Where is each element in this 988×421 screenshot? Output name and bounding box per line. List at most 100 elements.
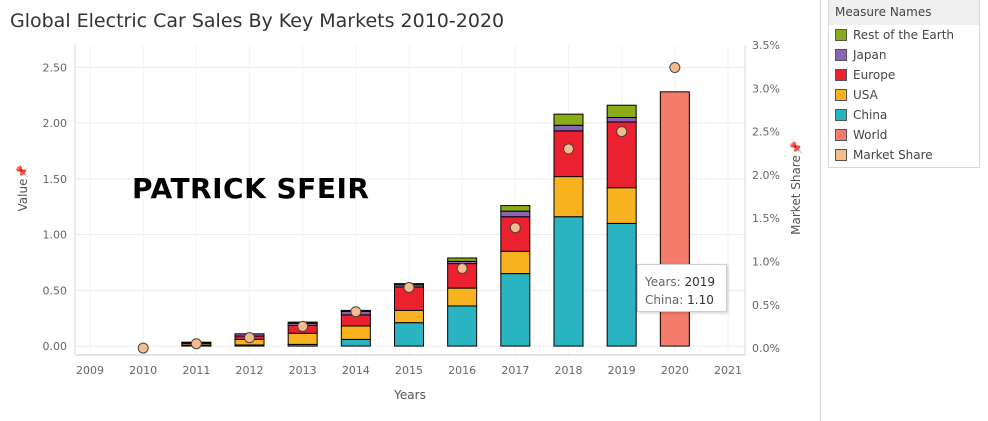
market-share-point-2016[interactable] [456, 262, 468, 274]
bar-europe-2017[interactable] [500, 216, 531, 252]
bar-usa-2015[interactable] [394, 309, 424, 324]
legend-item-europe[interactable]: Europe [829, 65, 979, 85]
bar-china-2014[interactable] [340, 338, 371, 347]
y2-axis-ticks: 0.0% 0.5% 1.0% 1.5% 2.0% 2.5% 3.0% 3.5% [752, 39, 780, 355]
market-share-point-2015[interactable] [403, 281, 415, 293]
x-tick-label: 2012 [236, 364, 264, 377]
market-share-point-2012[interactable] [244, 332, 255, 344]
bar-china-2018[interactable] [553, 216, 584, 347]
bar-usa-2013[interactable] [287, 332, 318, 345]
tooltip-line-china: China: 1.10 [645, 291, 726, 309]
y-axis-ticks: 0.00 0.50 1.00 1.50 2.00 2.50 [43, 61, 68, 353]
x-tick-label: 2017 [501, 364, 529, 377]
legend-label: Japan [853, 48, 887, 62]
legend-label: Europe [853, 68, 896, 82]
y2-tick-label: 2.5% [752, 126, 780, 139]
bar-rest-of-the-earth-2018[interactable] [553, 113, 584, 126]
x-tick-label: 2009 [76, 364, 104, 377]
legend-label: Rest of the Earth [853, 28, 955, 42]
y-tick-label: 0.00 [43, 340, 68, 353]
y-tick-label: 1.50 [43, 173, 68, 186]
bar-usa-2016[interactable] [447, 287, 478, 307]
y2-tick-label: 1.0% [752, 255, 780, 268]
legend-item-japan[interactable]: Japan [829, 45, 979, 65]
legend-items: Rest of the Earth Japan Europe USA China Worl… [829, 25, 979, 165]
x-tick-label: 2015 [395, 364, 423, 377]
y2-tick-label: 1.5% [752, 212, 780, 225]
legend-item-usa[interactable]: USA [829, 85, 979, 105]
legend-title: Measure Names [829, 0, 979, 25]
tooltip-line-year: Years: 2019 [645, 273, 726, 291]
y-tick-label: 2.50 [43, 61, 68, 74]
bar-japan-2018[interactable] [553, 124, 584, 132]
y2-axis-pin-icon[interactable]: 📌 [789, 141, 803, 155]
tooltip-year-value: 2019 [684, 275, 716, 289]
legend-label: Market Share [853, 148, 933, 162]
y2-tick-label: 3.5% [752, 39, 780, 52]
legend: Measure Names Rest of the Earth Japan Euro… [828, 0, 980, 168]
market-share-point-2011[interactable] [190, 338, 202, 350]
legend-label: USA [853, 88, 878, 102]
market-share-point-2019[interactable] [616, 126, 628, 138]
market-share-point-2014[interactable] [350, 306, 362, 318]
x-tick-label: 2016 [448, 364, 476, 377]
legend-swatch [835, 89, 847, 101]
legend-item-rest-of-the-earth[interactable]: Rest of the Earth [829, 25, 979, 45]
market-share-point-2017[interactable] [509, 222, 521, 234]
bar-japan-2019[interactable] [606, 116, 637, 123]
market-share-point-2020[interactable] [669, 62, 681, 74]
tooltip: Years: 2019 China: 1.10 [637, 264, 727, 312]
market-share-markers [137, 62, 681, 354]
chart-svg: 0.00 0.50 1.00 1.50 2.00 2.50 0.0% 0.5% 1.0% 1.5… [15, 39, 803, 402]
bar-china-2019[interactable] [606, 222, 637, 347]
y-tick-label: 0.50 [43, 284, 68, 297]
bar-china-2017[interactable] [500, 273, 531, 347]
bar-japan-2017[interactable] [500, 210, 531, 218]
y2-tick-label: 0.5% [752, 299, 780, 312]
legend-item-market-share[interactable]: Market Share [829, 145, 979, 165]
bar-rest-of-the-earth-2016[interactable] [447, 257, 478, 262]
legend-swatch [835, 69, 847, 81]
x-tick-label: 2021 [714, 364, 742, 377]
bar-rest-of-the-earth-2019[interactable] [606, 104, 637, 118]
chart-title: Global Electric Car Sales By Key Markets… [10, 10, 505, 32]
legend-label: World [853, 128, 888, 142]
y-axis-pin-icon[interactable]: 📌 [15, 165, 29, 179]
legend-swatch [835, 129, 847, 141]
bar-china-2016[interactable] [447, 305, 478, 347]
tooltip-china-value: 1.10 [687, 293, 714, 307]
y-axis-label: Value [16, 179, 30, 212]
y2-tick-label: 3.0% [752, 82, 780, 95]
x-tick-label: 2011 [182, 364, 210, 377]
x-axis-label: Years [393, 388, 426, 402]
bar-usa-2019[interactable] [606, 187, 637, 224]
bar-china-2015[interactable] [394, 322, 424, 347]
bar-rest-of-the-earth-2017[interactable] [500, 205, 531, 212]
y-tick-label: 2.00 [43, 117, 68, 130]
legend-swatch [835, 29, 847, 41]
bar-europe-2016[interactable] [447, 263, 478, 289]
legend-item-world[interactable]: World [829, 125, 979, 145]
panel-divider [820, 0, 821, 421]
x-tick-label: 2013 [289, 364, 317, 377]
x-tick-label: 2020 [661, 364, 689, 377]
bar-usa-2014[interactable] [340, 325, 371, 340]
bar-usa-2017[interactable] [500, 250, 531, 275]
legend-item-china[interactable]: China [829, 105, 979, 125]
y2-axis-label: Market Share [789, 155, 803, 235]
x-tick-label: 2010 [129, 364, 157, 377]
tooltip-year-label: Years: [645, 275, 681, 289]
legend-swatch [835, 149, 847, 161]
legend-label: China [853, 108, 888, 122]
legend-swatch [835, 109, 847, 121]
y-tick-label: 1.00 [43, 229, 68, 242]
y2-tick-label: 0.0% [752, 342, 780, 355]
watermark-text: PATRICK SFEIR [132, 172, 370, 205]
market-share-point-2018[interactable] [563, 143, 574, 155]
x-tick-label: 2014 [342, 364, 370, 377]
market-share-point-2010[interactable] [137, 342, 149, 354]
x-axis-ticks: 2009 2010 2011 2012 2013 2014 2015 2016 2017 2018… [76, 364, 742, 377]
x-tick-label: 2019 [608, 364, 636, 377]
bar-usa-2018[interactable] [553, 176, 584, 218]
market-share-point-2013[interactable] [297, 320, 309, 332]
